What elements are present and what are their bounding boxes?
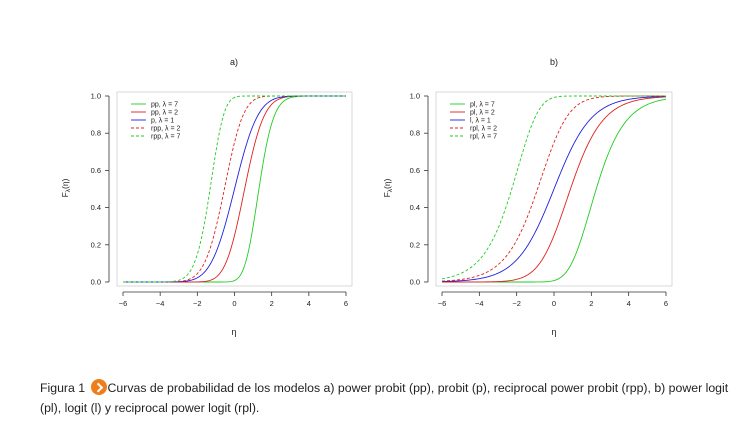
x-tick-label: 0 [552,299,556,308]
x-axis-label: η [231,327,236,337]
axes: −6 −4 −2 0 2 4 6 0.0 0.2 0.4 0.6 0.8 1.0 [91,91,353,308]
y-axis-label: Fλ(η) [382,178,394,197]
x-tick-label: −4 [156,299,165,308]
series-line-logit-1 [441,96,667,282]
x-axis-label: η [551,327,556,337]
x-tick-label: 4 [627,299,631,308]
y-tick-label: 0.2 [410,240,420,249]
plot-frame [435,91,673,287]
chart-panel-a: a) Fλ(η) η −6 −4 −2 0 2 4 60.00.20.40.60.81.0 … [60,57,353,337]
legend-label: rpl, λ = 7 [470,134,497,141]
x-tick-label: 4 [307,299,311,308]
legend-label: rpl, λ = 2 [470,126,497,133]
x-tick-label: 2 [589,299,593,308]
legend-label: pl, λ = 2 [470,110,495,117]
series-lines [123,95,346,283]
legend-label: rpp, λ = 7 [151,134,180,141]
y-tick-label: 1.0 [91,92,101,101]
chart-panel-b: b) Fλ(η) η −6 −4 −2 0 2 4 60.00.20.40.60.81.0 … [382,57,673,337]
x-tick-label: −6 [438,299,447,308]
y-tick-label: 0.6 [410,166,420,175]
series-line-power-logit-2 [442,96,667,283]
y-tick-label: 0.8 [410,129,420,138]
x-tick-label: 0 [232,299,236,308]
chart-title: a) [230,57,238,67]
y-tick-label: 0.0 [91,278,101,287]
plot-frame [116,91,353,287]
x-tick-label: −2 [193,299,202,308]
x-tick-label: 2 [270,299,274,308]
legend-label: pp, λ = 2 [151,110,178,117]
legend-label: pp, λ = 7 [151,102,178,109]
x-tick-label: −2 [512,299,521,308]
x-tick-label: −6 [119,299,128,308]
series-lines [441,95,667,283]
legend-label: rpp, λ = 2 [151,126,180,133]
axes: −6 −4 −2 0 2 4 6 0.0 0.2 0.4 0.6 0.8 1.0 [410,91,673,308]
y-axis-label: Fλ(η) [60,178,72,197]
caption-text: Curvas de probabilidad de los modelos a)… [40,381,729,415]
y-tick-label: 0.6 [91,166,101,175]
y-tick-label: 0.4 [91,203,101,212]
caption-label: Figura 1 [40,381,86,395]
y-tick-label: 1.0 [410,92,420,101]
figure-caption: Figura 1 Curvas de probabilidad de los m… [40,378,730,418]
legend-label: p, λ = 1 [151,118,174,125]
legend-label: pl, λ = 7 [470,102,495,109]
y-tick-label: 0.0 [410,278,420,287]
y-tick-label: 0.4 [410,203,420,212]
x-tick-label: −4 [475,299,484,308]
x-tick-label: 6 [344,299,348,308]
y-tick-label: 0.8 [91,129,101,138]
chevron-right-icon [90,379,107,395]
series-line-reciprocal-power-logit-7 [441,95,666,280]
x-tick-label: 6 [664,299,668,308]
chart-title: b) [550,57,558,67]
series-line-reciprocal-power-probit-7 [123,95,346,283]
y-tick-label: 0.2 [91,240,101,249]
legend-label: l, λ = 1 [470,118,491,125]
series-line-reciprocal-power-logit-2 [441,95,666,282]
